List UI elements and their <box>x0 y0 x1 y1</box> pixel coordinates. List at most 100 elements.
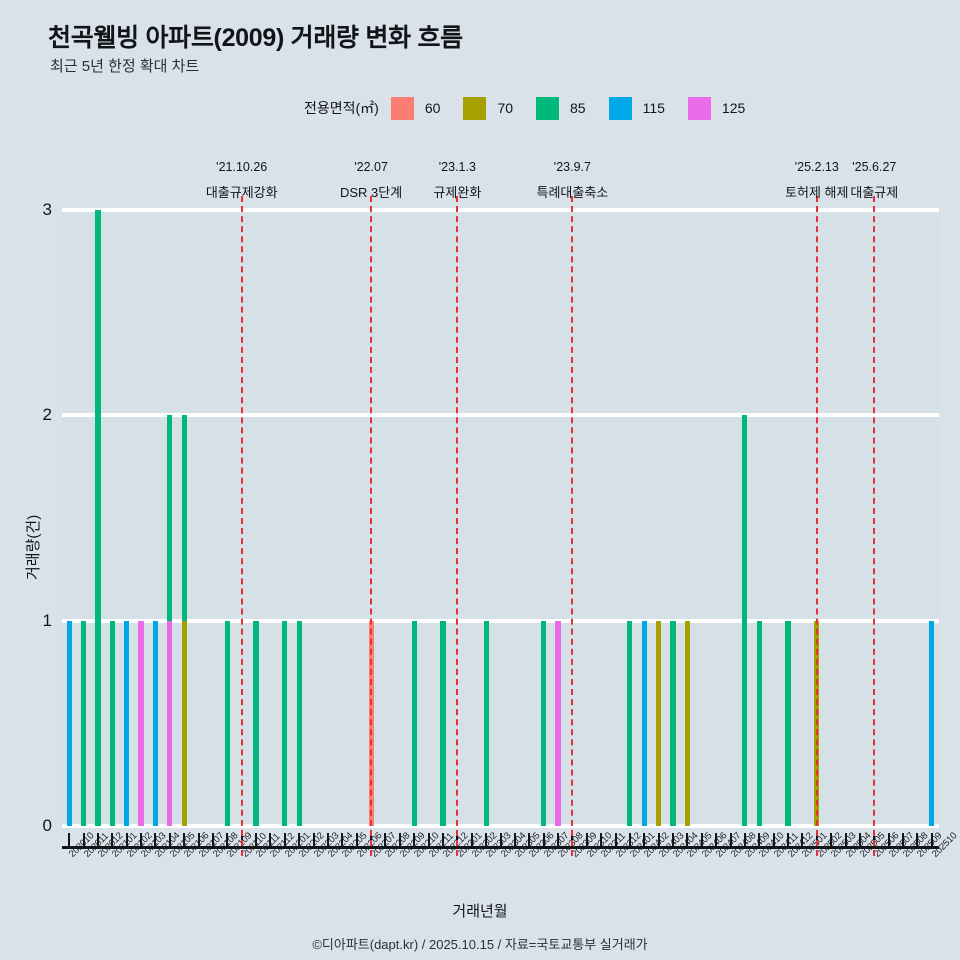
y-tick-label: 1 <box>42 610 52 630</box>
legend-swatch-icon <box>608 96 632 120</box>
bar[interactable] <box>670 620 676 826</box>
x-tick <box>600 833 603 846</box>
x-tick <box>902 833 905 846</box>
x-tick <box>916 833 919 846</box>
x-tick <box>154 833 157 846</box>
x-tick <box>700 833 703 846</box>
x-tick <box>312 833 315 846</box>
bar[interactable] <box>541 620 547 826</box>
y-axis-title: 거래량(건) <box>25 514 42 580</box>
x-tick <box>183 833 186 846</box>
x-tick <box>255 833 258 846</box>
legend-item-label: 70 <box>497 100 514 116</box>
x-tick <box>197 833 200 846</box>
y-tick-label: 0 <box>42 816 52 835</box>
x-tick <box>930 833 933 846</box>
x-tick <box>125 833 128 846</box>
legend-item-label: 60 <box>424 100 441 116</box>
x-tick <box>758 833 761 846</box>
x-tick <box>441 833 444 846</box>
gridline <box>62 413 939 418</box>
x-tick <box>499 833 502 846</box>
x-tick <box>715 833 718 846</box>
bar[interactable] <box>224 620 230 826</box>
x-tick <box>341 833 344 846</box>
event-marker-line <box>240 196 243 856</box>
legend-item[interactable]: 125 <box>687 96 762 120</box>
bar[interactable] <box>656 620 662 826</box>
legend-item[interactable]: 115 <box>608 96 682 120</box>
event-marker-line <box>873 196 876 856</box>
legend-item-label: 85 <box>570 100 586 116</box>
bar[interactable] <box>483 620 489 826</box>
event-date-label: '25.6.27 <box>852 160 897 174</box>
x-tick <box>82 833 85 846</box>
bar[interactable] <box>109 620 115 826</box>
bar[interactable] <box>684 620 690 826</box>
legend-item[interactable]: 85 <box>536 96 603 120</box>
event-marker-line <box>571 196 574 856</box>
x-tick <box>542 833 545 846</box>
bar[interactable] <box>440 620 446 826</box>
x-tick <box>686 833 689 846</box>
bar[interactable] <box>167 620 173 826</box>
legend: 전용면적(㎡) 60 70 85 115 125 <box>304 96 768 120</box>
footer-credit: ©디아파트(dapt.kr) / 2025.10.15 / 자료=국토교통부 실… <box>312 937 648 952</box>
legend-swatch-icon <box>463 96 487 120</box>
legend-item-label: 115 <box>642 100 665 116</box>
legend-swatch-icon <box>390 96 414 120</box>
bar[interactable] <box>785 620 791 826</box>
event-date-label: '25.2.13 <box>794 160 839 174</box>
event-name-label: 규제완화 <box>433 185 482 200</box>
bar[interactable] <box>756 620 762 826</box>
x-tick <box>413 833 416 846</box>
x-tick <box>585 833 588 846</box>
bar[interactable] <box>641 620 647 826</box>
legend-swatch-icon <box>687 96 711 120</box>
x-tick <box>398 833 401 846</box>
bar[interactable] <box>411 620 417 826</box>
bar[interactable] <box>929 620 935 826</box>
bar[interactable] <box>296 620 302 826</box>
bar[interactable] <box>152 620 159 826</box>
x-tick <box>801 833 804 846</box>
bar[interactable] <box>742 415 748 826</box>
y-tick-label: 3 <box>42 200 52 219</box>
bar[interactable] <box>181 620 187 826</box>
legend-item[interactable]: 60 <box>390 96 458 120</box>
bar[interactable] <box>282 620 288 826</box>
x-tick <box>355 833 358 846</box>
bar[interactable] <box>555 620 561 826</box>
event-date-label: '23.1.3 <box>438 160 476 174</box>
x-tick <box>787 833 790 846</box>
bar[interactable] <box>66 620 72 826</box>
x-tick <box>729 833 732 846</box>
event-name-label: 대출규제강화 <box>205 185 278 200</box>
event-name-label: 특례대출축소 <box>536 185 609 200</box>
x-tick <box>772 833 775 846</box>
page-title: 천곡웰빙 아파트(2009) 거래량 변화 흐름 <box>48 24 463 52</box>
x-tick <box>528 833 531 846</box>
legend-item-label: 125 <box>721 100 746 116</box>
x-tick <box>68 833 71 846</box>
bar[interactable] <box>80 620 87 826</box>
x-tick <box>226 833 229 846</box>
legend-item[interactable]: 70 <box>463 96 530 120</box>
bar[interactable] <box>627 620 633 826</box>
x-axis-title: 거래년월 <box>452 903 508 920</box>
bar[interactable] <box>138 620 144 826</box>
x-tick <box>844 833 847 846</box>
event-date-label: '21.10.26 <box>216 160 268 174</box>
event-date-label: '23.9.7 <box>553 160 591 174</box>
bar[interactable] <box>124 620 130 826</box>
x-tick <box>743 833 746 846</box>
x-tick <box>427 833 430 846</box>
x-tick <box>643 833 646 846</box>
x-tick <box>470 833 473 846</box>
event-name-label: 토허제 해제 <box>785 185 849 200</box>
event-name-label: 대출규제 <box>850 185 899 200</box>
event-marker-line <box>456 196 459 856</box>
bar[interactable] <box>95 210 101 826</box>
bar[interactable] <box>253 620 259 826</box>
